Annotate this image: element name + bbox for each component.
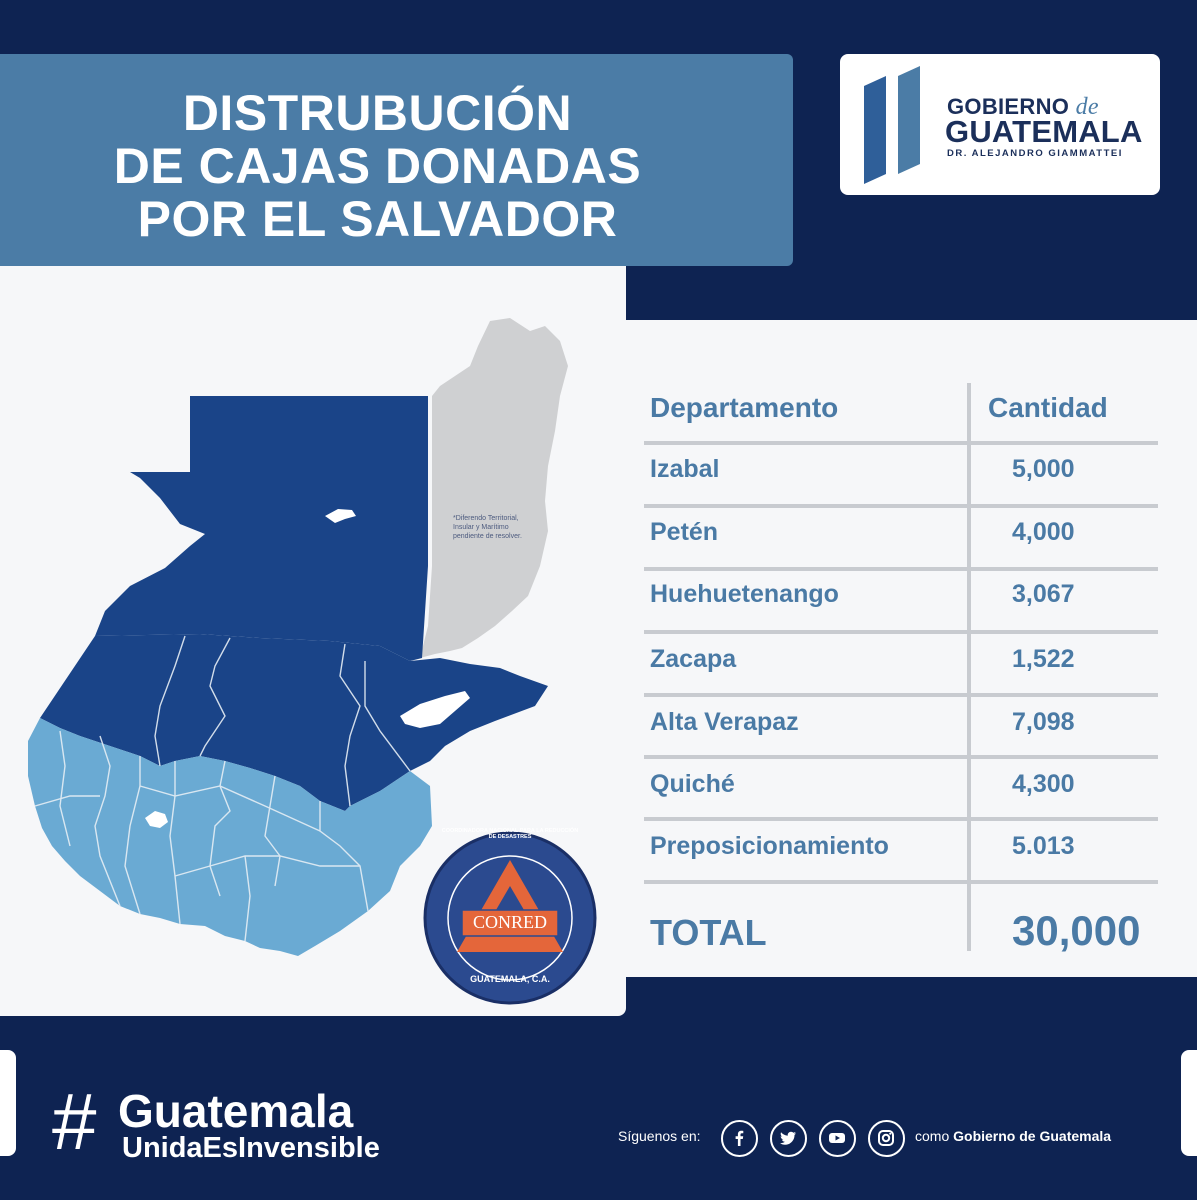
row-divider	[644, 630, 1158, 634]
como-gobierno-text: como Gobierno de Guatemala	[915, 1128, 1112, 1144]
lake-peten-itza	[325, 509, 356, 523]
row-divider	[644, 880, 1158, 884]
title-box: DISTRUBUCIÓN DE CAJAS DONADAS POR EL SAL…	[0, 54, 793, 266]
follow-label: Síguenos en:	[618, 1128, 701, 1144]
row-cantidad: 1,522	[1012, 645, 1075, 673]
hashtag-line-1: Guatemala	[118, 1085, 354, 1137]
conred-country: GUATEMALA, C.A.	[470, 974, 550, 984]
peten-region	[95, 396, 428, 661]
row-cantidad: 4,300	[1012, 770, 1075, 798]
row-cantidad: 5.013	[1012, 832, 1075, 860]
department-borders	[34, 635, 411, 942]
row-departamento: Petén	[650, 518, 719, 546]
row-divider	[644, 567, 1158, 571]
row-divider	[644, 817, 1158, 821]
row-divider	[644, 441, 1158, 445]
distribution-table: Departamento Cantidad Izabal 5,000 Petén…	[626, 320, 1197, 977]
row-cantidad: 3,067	[1012, 580, 1075, 608]
row-departamento: Zacapa	[650, 645, 737, 673]
left-edge-tab	[0, 1050, 16, 1156]
header-departamento: Departamento	[650, 392, 839, 423]
title-line-3: POR EL SALVADOR	[137, 191, 618, 247]
header-cantidad: Cantidad	[988, 392, 1108, 423]
row-divider	[644, 755, 1158, 759]
total-value: 30,000	[1012, 907, 1141, 954]
logo-line-2: GUATEMALA	[945, 114, 1143, 149]
row-departamento: Preposicionamiento	[650, 832, 889, 860]
total-label: TOTAL	[650, 912, 767, 953]
lake-atitlan	[145, 811, 168, 828]
row-cantidad: 4,000	[1012, 518, 1075, 546]
row-cantidad: 7,098	[1012, 708, 1075, 736]
youtube-icon[interactable]	[819, 1120, 856, 1157]
logo-line-1: GOBIERNO de	[947, 94, 1099, 120]
gobierno-logo: GOBIERNO de GUATEMALA DR. ALEJANDRO GIAM…	[840, 54, 1160, 195]
column-divider	[967, 383, 971, 951]
title-line-2: DE CAJAS DONADAS	[113, 138, 642, 194]
row-departamento: Huehuetenango	[650, 580, 839, 608]
hashtag-line-2: UnidaEsInvensible	[122, 1132, 380, 1164]
guatemala-map	[28, 318, 597, 1005]
twitter-icon[interactable]	[770, 1120, 807, 1157]
row-departamento: Alta Verapaz	[650, 708, 799, 736]
lake-izabal	[400, 691, 470, 728]
map-panel: *Diferendo Territorial, Insular y Maríti…	[0, 266, 626, 1016]
conred-label: CONRED	[472, 912, 547, 932]
row-departamento: Quiché	[650, 770, 735, 798]
logo-line-3: DR. ALEJANDRO GIAMMATTEI	[947, 148, 1123, 159]
right-edge-tab	[1181, 1050, 1197, 1156]
conred-seal-top-text: COORDINADORA NACIONAL PARA LA REDUCCIÓN …	[441, 828, 579, 840]
title-line-1: DISTRUBUCIÓN	[182, 85, 573, 141]
instagram-icon[interactable]	[868, 1120, 905, 1157]
row-divider	[644, 504, 1158, 508]
north-departments-region	[40, 634, 548, 811]
row-divider	[644, 693, 1158, 697]
belize-region	[420, 318, 568, 658]
hash-symbol: #	[52, 1077, 97, 1166]
south-departments-region	[28, 718, 432, 956]
facebook-icon[interactable]	[721, 1120, 758, 1157]
territorial-note: *Diferendo Territorial, Insular y Maríti…	[453, 515, 522, 540]
row-cantidad: 5,000	[1012, 455, 1075, 483]
logo-mark-icon	[864, 66, 920, 184]
row-departamento: Izabal	[650, 455, 720, 483]
conred-seal	[423, 831, 597, 1005]
